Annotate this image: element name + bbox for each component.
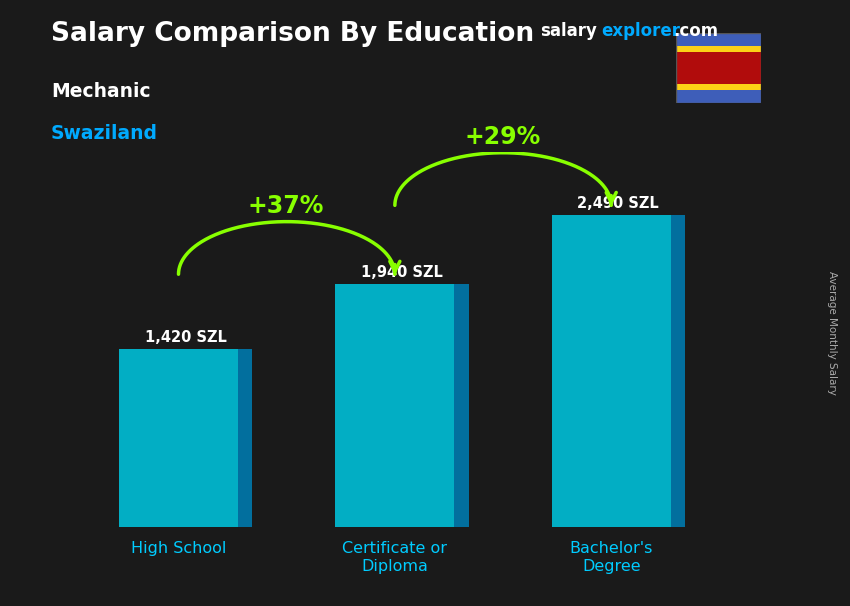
Bar — [676, 33, 761, 46]
Bar — [676, 52, 761, 84]
Text: 1,420 SZL: 1,420 SZL — [144, 330, 227, 345]
Text: Salary Comparison By Education: Salary Comparison By Education — [51, 21, 534, 47]
Polygon shape — [455, 284, 468, 527]
Text: 1,940 SZL: 1,940 SZL — [361, 265, 443, 280]
Polygon shape — [552, 215, 671, 527]
Text: Mechanic: Mechanic — [51, 82, 150, 101]
Polygon shape — [671, 215, 685, 527]
Text: Average Monthly Salary: Average Monthly Salary — [827, 271, 837, 395]
Polygon shape — [119, 350, 238, 527]
Bar — [676, 46, 761, 52]
Bar — [676, 90, 761, 103]
Text: +37%: +37% — [247, 194, 324, 218]
Polygon shape — [336, 284, 455, 527]
Text: Swaziland: Swaziland — [51, 124, 158, 143]
Text: 2,490 SZL: 2,490 SZL — [577, 196, 660, 211]
Text: +29%: +29% — [464, 125, 541, 149]
Text: .com: .com — [673, 22, 718, 41]
Text: salary: salary — [540, 22, 597, 41]
Bar — [676, 84, 761, 90]
Text: explorer: explorer — [601, 22, 680, 41]
Polygon shape — [238, 350, 252, 527]
